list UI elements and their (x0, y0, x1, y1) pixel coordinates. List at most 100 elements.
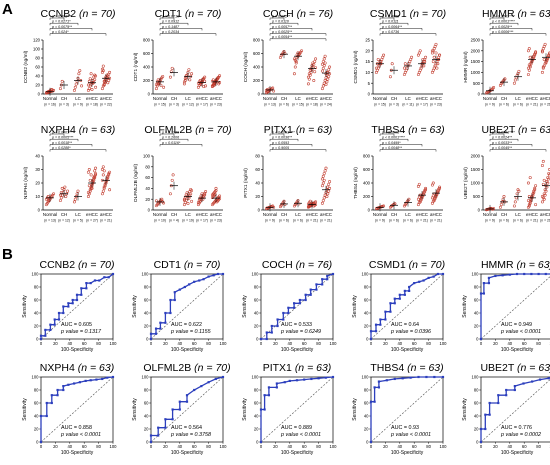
dotplot-point (323, 193, 327, 197)
dotplot-point (218, 197, 222, 201)
dotplot-point (218, 194, 222, 198)
roc-point (111, 375, 115, 379)
dotplot-ytick-label: 200 (363, 194, 371, 199)
roc-point (45, 414, 48, 418)
dotplot-n-label: (n = 23) (210, 103, 222, 107)
roc-point (403, 289, 406, 292)
dotplot-point (325, 80, 329, 84)
pvalue-bracket (489, 17, 505, 20)
roc-ytick-label: 20 (254, 427, 259, 432)
pvalue-label: p < 0.0001**** (491, 130, 515, 134)
roc-point (321, 283, 324, 286)
roc-ytick-label: 0 (366, 337, 369, 342)
dotplot-point (546, 181, 550, 185)
dotplot-point (313, 60, 317, 64)
roc-title-ccnb2-n: (n = 70) (78, 259, 115, 271)
dotplot-n-label: (n = 23) (210, 219, 222, 223)
dotplot-point (502, 195, 506, 198)
dotplot-group-label: eHCC (86, 212, 98, 217)
dotplot-point (533, 188, 537, 192)
dotplot-n-label: (n = 3) (389, 103, 399, 107)
dotplot-title-coch-gene: COCH (262, 8, 297, 20)
roc-ytick-label: 0 (476, 337, 479, 342)
dotplot-point (182, 82, 186, 86)
roc-point (384, 310, 387, 313)
roc-title-coch-n: (n = 76) (295, 259, 333, 271)
dotplot-point (320, 177, 324, 181)
dotplot-ytick-label: 1000 (471, 181, 481, 186)
roc-ytick-label: 0 (36, 440, 39, 445)
dotplot-point (92, 176, 96, 180)
roc-point (522, 382, 525, 385)
roc-point (263, 394, 266, 397)
roc-point (293, 306, 296, 309)
roc-auc-label: AUC = 0.93 (391, 425, 419, 431)
dotplot-point (204, 84, 208, 88)
roc-point (326, 278, 329, 281)
roc-xtick-label: 20 (273, 444, 278, 449)
roc-point (207, 275, 210, 278)
roc-ytick-label: 60 (474, 298, 479, 303)
dotplot-point (320, 184, 324, 188)
roc-xtick-label: 80 (536, 444, 541, 449)
roc-frame (150, 273, 224, 340)
dotplot-ytick-label: 600 (363, 167, 371, 172)
roc-title-hmmr: HMMR (n = 63) (463, 259, 550, 271)
dotplot-point (75, 192, 79, 196)
roc-point (409, 376, 412, 379)
pvalue-label: p = 0.0288* (51, 146, 71, 150)
roc-xtick-label: 20 (163, 444, 168, 449)
pvalue-bracket (489, 138, 519, 142)
roc-point (39, 440, 43, 444)
pvalue-label: p = 0.1929 (161, 130, 179, 134)
dotplot-point (438, 186, 442, 190)
dotplot-point (438, 53, 442, 57)
roc-xtick-label: 100 (330, 444, 338, 449)
dotplot-n-label: (n = 13) (44, 219, 56, 223)
roc-point (259, 440, 263, 444)
roc-point (62, 388, 65, 392)
dotplot-point (187, 68, 191, 72)
dotplot-ytick-label: 40 (145, 186, 150, 191)
roc-point (398, 297, 401, 300)
dotplot-n-label: (n = 6) (513, 103, 523, 107)
dotplot-point (184, 74, 188, 78)
roc-xtick-label: 60 (522, 444, 527, 449)
dotplot-point (328, 186, 332, 190)
dotplot-point (198, 79, 202, 82)
dotplot-n-label: (n = 12) (58, 219, 70, 223)
roc-ylabel: Sensitivity (22, 295, 28, 318)
roc-title-cdt1-gene: CDT1 (153, 259, 184, 271)
dotplot-ylabel: NXPH4 (ng/ml) (23, 166, 29, 199)
roc-point (259, 337, 263, 341)
dotplot-n-label: (n = 6) (513, 219, 523, 223)
roc-ytick-label: 100 (252, 272, 260, 277)
dotplot-point (107, 172, 111, 176)
roc-point (324, 376, 327, 379)
dotplot-point (322, 57, 326, 61)
roc-point (67, 383, 70, 386)
dotplot-n-label: (n = 6) (499, 103, 509, 107)
dotplot-point (76, 189, 80, 193)
dotplot-point (73, 85, 77, 89)
dotplot-point (543, 193, 547, 197)
dotplot-point (294, 61, 298, 65)
roc-point (408, 285, 411, 289)
dotplot-group-label: CH (391, 96, 397, 101)
pvalue-label: p < 0.0001**** (381, 136, 405, 140)
roc-point (207, 381, 210, 384)
dotplot-point (328, 180, 332, 184)
roc-point (304, 293, 307, 296)
pvalue-bracket (49, 33, 107, 36)
pvalue-bracket (159, 33, 217, 36)
dotplot-point (201, 77, 205, 81)
dotplot-point (514, 196, 518, 200)
dotplot-point (528, 201, 532, 205)
roc-ylabel: Sensitivity (132, 398, 138, 421)
dotplot-n-label: (n = 12) (182, 103, 194, 107)
roc-point (85, 287, 88, 290)
dotplot-point (528, 176, 532, 180)
roc-xlabel: 100-Specificity (171, 347, 204, 353)
dotplot-point (526, 73, 530, 77)
dotplot-n-label: (n = 21) (100, 219, 112, 223)
